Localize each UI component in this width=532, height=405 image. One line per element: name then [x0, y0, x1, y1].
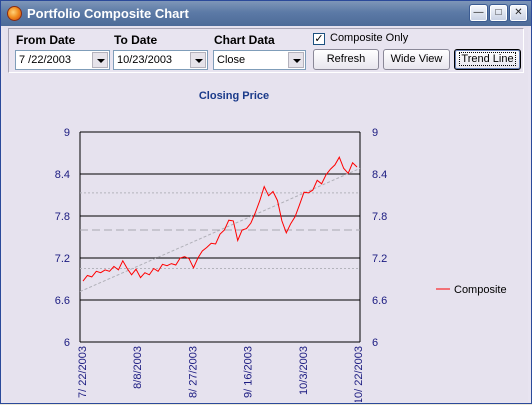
window-title: Portfolio Composite Chart [27, 6, 189, 21]
y-tick-label-right: 6.6 [372, 295, 387, 307]
trend-line-label: Trend Line [459, 52, 516, 66]
series-line-composite [82, 156, 358, 282]
chart-data-value: Close [217, 54, 246, 66]
to-date-dropdown-icon[interactable] [190, 52, 206, 68]
close-button[interactable]: ✕ [509, 4, 528, 22]
maximize-button[interactable]: □ [489, 4, 508, 22]
trend-line-button[interactable]: Trend Line [454, 49, 521, 70]
client-area: From Date 7 /22/2003 To Date 10/23/2003 … [4, 26, 528, 404]
y-tick-label-left: 7.2 [55, 253, 70, 265]
y-tick-label-right: 7.8 [372, 211, 387, 223]
chart-data-label: Chart Data [214, 33, 275, 47]
y-tick-label-left: 9 [64, 127, 70, 139]
toolbar: From Date 7 /22/2003 To Date 10/23/2003 … [8, 28, 524, 73]
app-icon [7, 6, 22, 21]
y-tick-label-right: 7.2 [372, 253, 387, 265]
y-tick-label-left: 6 [64, 337, 70, 349]
y-tick-label-left: 8.4 [55, 169, 70, 181]
y-tick-label-left: 6.6 [55, 295, 70, 307]
to-date-value: 10/23/2003 [117, 54, 173, 66]
composite-only-label: Composite Only [330, 32, 409, 44]
composite-only-checkbox[interactable]: ✓ [313, 33, 325, 45]
price-chart: Closing Price 9 9 8.4 8.4 7.8 7.8 7.2 7.2 6.6 6.6 6… [55, 90, 507, 404]
from-date-dropdown-icon[interactable] [92, 52, 108, 68]
from-date-label: From Date [16, 33, 76, 47]
title-bar[interactable]: Portfolio Composite Chart — □ ✕ [1, 1, 531, 26]
from-date-picker[interactable]: 7 /22/2003 [15, 50, 110, 70]
chart-data-select[interactable]: Close [213, 50, 306, 70]
x-tick-label: 10/3/2003 [298, 346, 310, 395]
y-tick-label-right: 6 [372, 337, 378, 349]
x-tick-label: 9/ 16/2003 [243, 346, 255, 398]
x-tick-label: 8/8/2003 [132, 346, 144, 389]
y-tick-label-right: 8.4 [372, 169, 387, 181]
y-tick-label-left: 7.8 [55, 211, 70, 223]
x-tick-label: 7/ 22/2003 [77, 346, 89, 398]
to-date-label: To Date [114, 33, 158, 47]
x-tick-label: 8/ 27/2003 [187, 346, 199, 398]
wide-view-button[interactable]: Wide View [383, 49, 450, 70]
legend-label: Composite [454, 284, 507, 296]
chart-title: Closing Price [199, 90, 269, 102]
from-date-value: 7 /22/2003 [19, 54, 71, 66]
minimize-button[interactable]: — [469, 4, 488, 22]
refresh-button[interactable]: Refresh [313, 49, 379, 70]
y-tick-label-right: 9 [372, 127, 378, 139]
to-date-picker[interactable]: 10/23/2003 [113, 50, 208, 70]
x-tick-label: 10/ 22/2003 [353, 346, 365, 402]
chart-area: Closing Price 9 9 8.4 8.4 7.8 7.8 7.2 7.2 6.6 6.6 6… [4, 76, 528, 404]
chart-data-dropdown-icon[interactable] [288, 52, 304, 68]
